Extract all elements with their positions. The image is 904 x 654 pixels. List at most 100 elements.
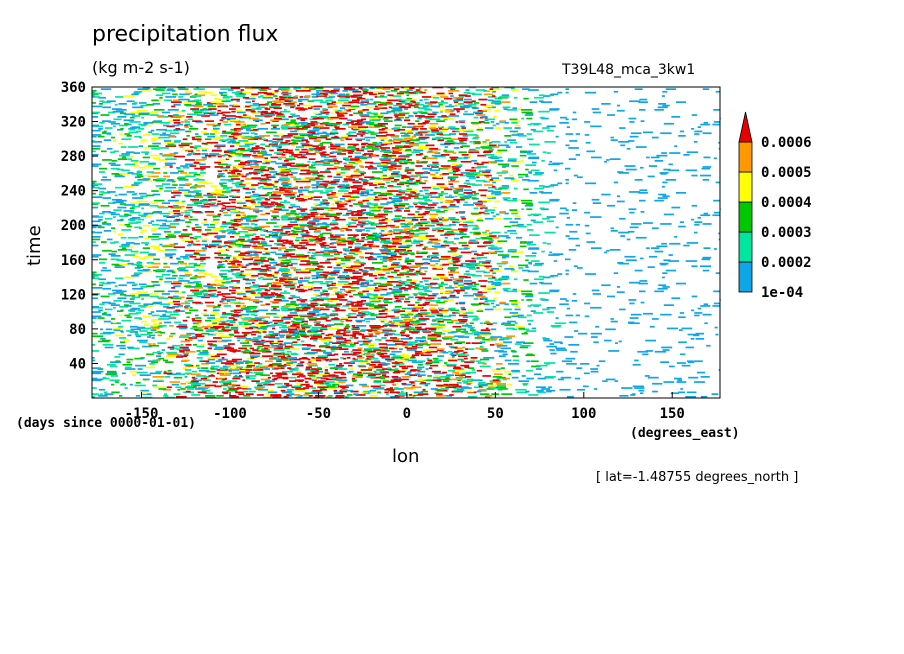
heatmap-cell: [256, 347, 260, 350]
heatmap-cell: [263, 274, 274, 276]
heatmap-cell: [497, 163, 510, 166]
heatmap-cell: [291, 296, 300, 299]
heatmap-cell: [371, 171, 384, 173]
heatmap-cell: [601, 284, 611, 287]
heatmap-cell: [331, 345, 337, 348]
heatmap-cell: [279, 343, 283, 345]
heatmap-cell: [448, 383, 459, 386]
heatmap-cell: [290, 211, 296, 213]
heatmap-cell: [243, 232, 253, 235]
heatmap-cell: [271, 215, 279, 217]
heatmap-cell: [280, 265, 288, 268]
heatmap-cell: [334, 368, 338, 370]
heatmap-cell: [317, 235, 324, 237]
heatmap-cell: [301, 305, 312, 307]
heatmap-cell: [268, 346, 278, 349]
heatmap-cell: [333, 179, 340, 181]
heatmap-cell: [323, 274, 328, 277]
heatmap-cell: [189, 216, 193, 218]
heatmap-cell: [276, 338, 280, 340]
heatmap-cell: [591, 198, 600, 201]
heatmap-cell: [306, 363, 317, 365]
heatmap-cell: [441, 311, 448, 313]
heatmap-cell: [194, 329, 204, 331]
heatmap-cell: [235, 243, 243, 246]
heatmap-cell: [341, 259, 351, 262]
heatmap-cell: [527, 179, 539, 182]
heatmap-cell: [492, 322, 497, 325]
heatmap-cell: [332, 382, 344, 384]
heatmap-cell: [483, 271, 490, 274]
heatmap-cell: [102, 211, 111, 213]
heatmap-cell: [533, 264, 543, 267]
heatmap-cell: [443, 209, 448, 211]
heatmap-cell: [483, 184, 494, 186]
heatmap-cell: [414, 284, 419, 287]
heatmap-cell: [217, 376, 225, 379]
heatmap-cell: [565, 182, 569, 185]
heatmap-cell: [156, 378, 164, 381]
heatmap-cell: [575, 223, 580, 226]
heatmap-cell: [279, 278, 287, 281]
heatmap-cell: [227, 245, 232, 248]
heatmap-cell: [296, 371, 302, 374]
heatmap-cell: [220, 362, 233, 364]
heatmap-cell: [444, 188, 453, 191]
heatmap-cell: [288, 192, 297, 194]
heatmap-cell: [195, 302, 204, 305]
heatmap-cell: [660, 263, 667, 266]
heatmap-cell: [434, 375, 441, 377]
heatmap-cell: [159, 278, 163, 281]
heatmap-cell: [302, 244, 307, 247]
heatmap-cell: [306, 261, 318, 263]
heatmap-cell: [190, 383, 201, 386]
heatmap-cell: [509, 221, 519, 223]
heatmap-cell: [390, 323, 395, 325]
heatmap-cell: [399, 245, 411, 248]
heatmap-cell: [366, 329, 378, 331]
heatmap-cell: [418, 297, 423, 300]
heatmap-cell: [222, 187, 230, 190]
heatmap-cell: [245, 369, 253, 371]
heatmap-cell: [559, 212, 569, 215]
heatmap-cell: [432, 254, 440, 256]
heatmap-cell: [424, 301, 430, 304]
heatmap-cell: [467, 274, 476, 276]
heatmap-cell: [277, 239, 289, 242]
heatmap-cell: [412, 202, 419, 204]
heatmap-cell: [178, 179, 189, 181]
heatmap-cell: [398, 252, 402, 255]
heatmap-cell: [264, 173, 271, 176]
heatmap-cell: [188, 218, 199, 221]
heatmap-cell: [193, 185, 205, 187]
heatmap-cell: [348, 288, 356, 291]
heatmap-cell: [387, 367, 391, 369]
heatmap-cell: [507, 230, 516, 232]
heatmap-cell: [426, 362, 433, 364]
heatmap-cell: [278, 331, 289, 333]
heatmap-cell: [262, 162, 271, 165]
heatmap-cell: [281, 218, 293, 221]
heatmap-cell: [383, 301, 393, 304]
heatmap-cell: [339, 299, 348, 301]
heatmap-cell: [252, 293, 261, 296]
heatmap-cell: [244, 234, 254, 236]
heatmap-cell: [442, 217, 449, 220]
heatmap-cell: [473, 231, 481, 234]
heatmap-cell: [92, 372, 102, 375]
heatmap-cell: [496, 377, 501, 380]
heatmap-cell: [308, 361, 312, 363]
heatmap-cell: [197, 367, 201, 369]
heatmap-cell: [395, 236, 403, 238]
heatmap-cell: [424, 341, 428, 344]
heatmap-cell: [440, 244, 450, 247]
heatmap-cell: [438, 352, 442, 355]
heatmap-cell: [328, 304, 340, 306]
heatmap-cell: [398, 258, 402, 261]
heatmap-cell: [446, 395, 452, 397]
heatmap-cell: [701, 167, 711, 170]
heatmap-cell: [182, 166, 190, 169]
heatmap-cell: [139, 318, 143, 320]
heatmap-cell: [403, 178, 409, 180]
heatmap-cell: [389, 387, 394, 389]
